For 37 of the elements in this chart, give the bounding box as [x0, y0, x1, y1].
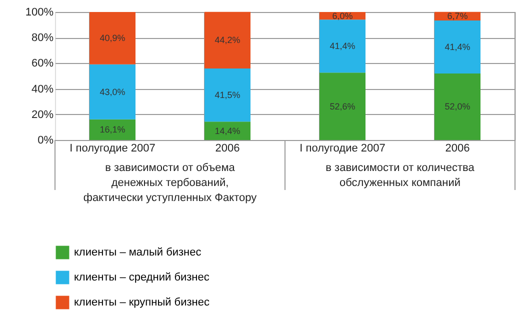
data-label: 6,7%: [447, 11, 468, 22]
bar: [90, 119, 136, 140]
bar: [434, 73, 480, 140]
data-label: 41,5%: [214, 90, 240, 100]
bar: [90, 12, 136, 64]
data-label: 41,4%: [444, 42, 470, 52]
y-tick-label: 80%: [31, 32, 54, 44]
y-tick-label: 20%: [31, 108, 54, 121]
bar: [320, 72, 366, 140]
x-tick-label: 2006: [445, 142, 470, 154]
bar: [320, 20, 366, 73]
legend-label: клиенты – крупный бизнес: [74, 296, 210, 308]
bar: [434, 20, 480, 74]
data-label: 40,9%: [100, 33, 126, 44]
bar: [204, 122, 250, 140]
data-label: 41,4%: [330, 41, 356, 52]
y-tick-label: 40%: [31, 83, 54, 96]
data-label: 14,4%: [214, 126, 240, 136]
data-label: 16,1%: [100, 124, 126, 135]
data-label: 52,0%: [444, 102, 470, 112]
text: в зависимости от объема денежных тербований, фактически уступленных Фактору: [83, 162, 258, 204]
y-tick-label: 60%: [31, 58, 54, 70]
x-tick-label: I полугодие 2007: [70, 142, 156, 154]
data-label: 44,2%: [214, 35, 240, 46]
text: в зависимости от количества обслуженных компаний: [326, 162, 476, 189]
data-label: 52,6%: [330, 101, 356, 112]
y-tick-label: 100%: [25, 6, 54, 18]
data-label: 43,0%: [100, 86, 126, 97]
y-tick-label: 0%: [38, 134, 54, 146]
x-tick-label: I полугодие 2007: [300, 142, 386, 154]
legend-label: клиенты – малый бизнес: [74, 246, 202, 258]
legend-label: клиенты – средний бизнес: [74, 272, 210, 284]
bar: [90, 64, 136, 120]
bar: [204, 12, 250, 68]
x-tick-label: 2006: [215, 142, 240, 154]
bar: [204, 68, 250, 122]
data-label: 6,0%: [332, 10, 353, 21]
